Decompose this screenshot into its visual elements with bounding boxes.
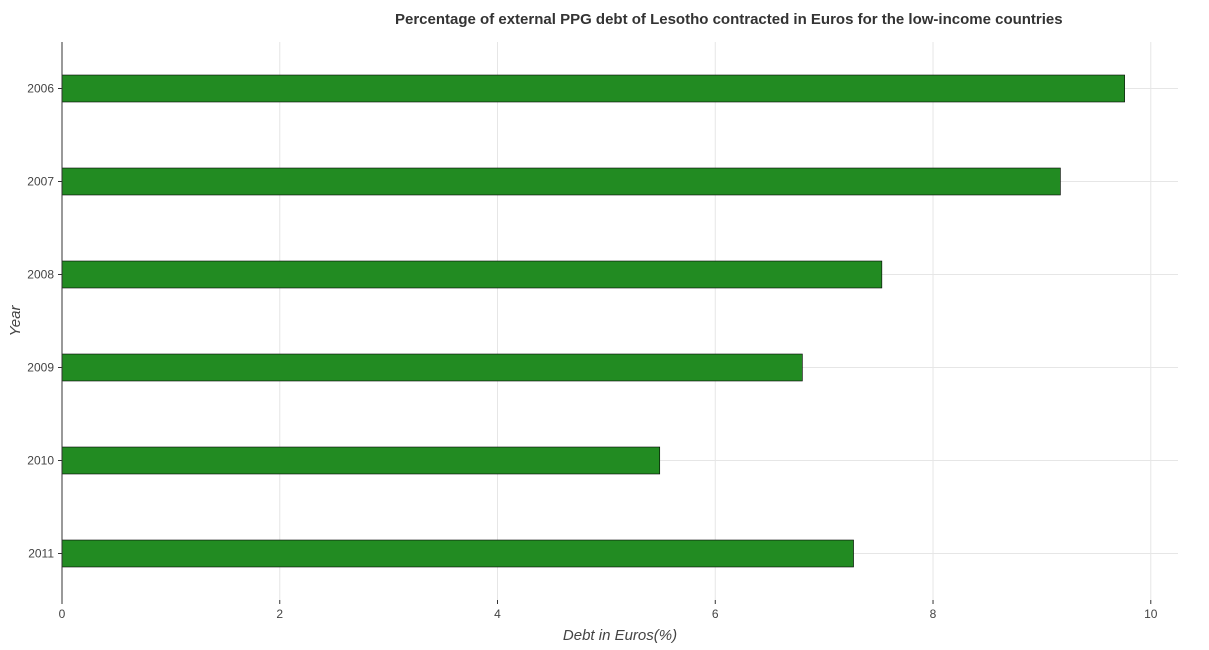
x-tick-label: 4 (494, 607, 501, 621)
bar-2010 (61, 446, 661, 475)
y-tick-label: 2007 (27, 175, 54, 189)
x-tick-label: 6 (712, 607, 719, 621)
bars (61, 74, 1125, 568)
bar-2006 (61, 74, 1125, 103)
y-tick-label: 2008 (27, 268, 54, 282)
x-axis-label: Debt in Euros(%) (563, 627, 677, 644)
y-ticks: 2006 2007 2008 2009 2010 2011 (27, 82, 62, 561)
chart-title: Percentage of external PPG debt of Lesot… (395, 11, 1063, 28)
y-axis-label: Year (7, 305, 24, 337)
x-tick-label: 8 (930, 607, 937, 621)
y-tick-label: 2006 (27, 82, 54, 96)
x-tick-label: 10 (1144, 607, 1158, 621)
bar-2009 (61, 353, 803, 382)
grid (61, 42, 1178, 600)
x-tick-label: 0 (59, 607, 66, 621)
x-tick-label: 2 (276, 607, 283, 621)
bar-2007 (61, 167, 1061, 196)
y-tick-label: 2009 (27, 361, 54, 375)
bar-2008 (61, 260, 883, 289)
y-tick-label: 2010 (27, 454, 54, 468)
bar-2011 (61, 539, 854, 568)
y-tick-label: 2011 (28, 547, 54, 561)
x-ticks: 0 2 4 6 8 10 (59, 600, 1158, 621)
